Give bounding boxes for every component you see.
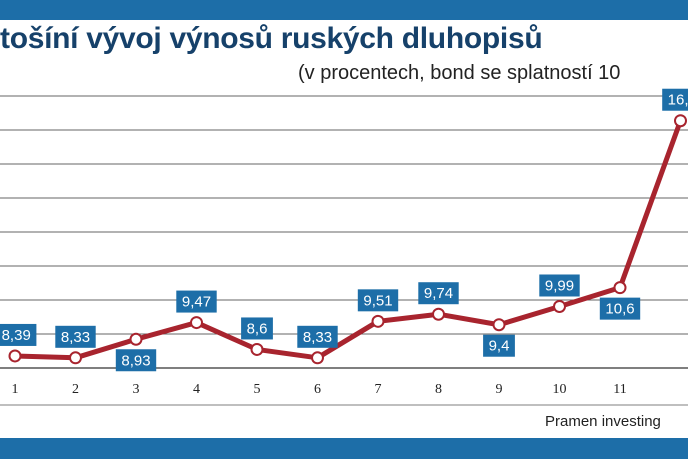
chart-subtitle: (v procentech, bond se splatností 10 xyxy=(298,62,621,84)
data-point xyxy=(69,351,82,365)
x-tick-label: 4 xyxy=(193,382,200,397)
data-label: 9,74 xyxy=(424,285,453,302)
chart-title: tošíní vývoj výnosů ruských dluhopisů xyxy=(0,22,543,55)
data-label: 9,51 xyxy=(363,292,392,309)
data-label: 8,93 xyxy=(121,352,150,369)
data-point xyxy=(553,299,566,313)
data-label-box xyxy=(241,317,273,340)
data-label-box xyxy=(483,334,515,357)
data-label-box xyxy=(55,325,96,348)
data-point xyxy=(613,281,627,295)
data-label: 16, xyxy=(668,92,688,109)
data-label-box xyxy=(115,349,157,372)
x-tick-label: 10 xyxy=(553,382,567,397)
data-point xyxy=(8,349,22,363)
data-point xyxy=(371,314,385,328)
x-tick-label: 6 xyxy=(314,382,321,397)
series-line xyxy=(12,118,683,361)
data-label: 9,99 xyxy=(545,277,574,294)
data-label-box xyxy=(176,290,217,313)
x-tick-label: 2 xyxy=(72,382,79,397)
data-point xyxy=(492,318,506,332)
data-label-box xyxy=(357,289,399,312)
x-tick-label: 9 xyxy=(496,382,503,397)
data-label-box xyxy=(539,274,580,297)
data-point xyxy=(432,307,445,321)
data-label-box xyxy=(599,297,641,320)
x-tick-label: 7 xyxy=(375,382,382,397)
data-label-box xyxy=(662,88,688,111)
data-label: 8,33 xyxy=(303,329,332,346)
data-point xyxy=(311,351,324,365)
data-point xyxy=(129,332,143,346)
data-point xyxy=(250,342,264,356)
data-point xyxy=(190,316,203,330)
data-label-box xyxy=(0,323,37,346)
data-label: 10,6 xyxy=(605,301,634,318)
data-label: 8,33 xyxy=(61,329,90,346)
top-accent-bar xyxy=(0,0,688,20)
x-tick-label: 8 xyxy=(435,382,442,397)
bottom-accent-bar xyxy=(0,438,688,459)
data-label: 8,6 xyxy=(247,320,268,337)
data-label-box xyxy=(297,325,338,348)
x-tick-label: 3 xyxy=(133,382,140,397)
data-label: 8,39 xyxy=(2,327,31,344)
data-point xyxy=(674,114,687,128)
data-label: 9,47 xyxy=(182,294,211,311)
x-tick-label: 5 xyxy=(254,382,261,397)
data-label-box xyxy=(418,282,459,305)
data-label: 9,4 xyxy=(489,338,510,355)
source-note: Pramen investing xyxy=(545,413,661,430)
x-tick-label: 11 xyxy=(613,382,626,397)
x-tick-label: 1 xyxy=(12,382,19,397)
